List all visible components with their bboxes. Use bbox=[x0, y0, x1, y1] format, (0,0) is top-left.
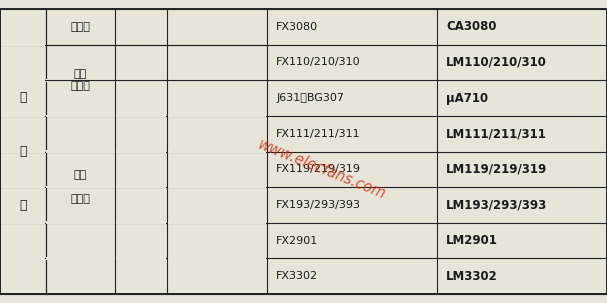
Text: LM111/211/311: LM111/211/311 bbox=[446, 127, 547, 140]
Text: www.elecfans.com: www.elecfans.com bbox=[256, 137, 388, 202]
Bar bbox=[168, 186, 266, 188]
Text: FX3302: FX3302 bbox=[276, 271, 318, 281]
Bar bbox=[46, 79, 115, 82]
Text: FX3080: FX3080 bbox=[276, 22, 318, 32]
Bar bbox=[168, 221, 266, 224]
Bar bbox=[46, 115, 115, 117]
Bar bbox=[168, 79, 266, 82]
Text: LM110/210/310: LM110/210/310 bbox=[446, 56, 547, 69]
Bar bbox=[1, 257, 45, 259]
Text: LM119/219/319: LM119/219/319 bbox=[446, 163, 548, 176]
Bar bbox=[168, 150, 266, 153]
Bar bbox=[1, 150, 45, 153]
Text: μA710: μA710 bbox=[446, 92, 488, 105]
Text: FX193/293/393: FX193/293/393 bbox=[276, 200, 361, 210]
Bar bbox=[116, 115, 166, 117]
Text: LM193/293/393: LM193/293/393 bbox=[446, 198, 548, 211]
Bar bbox=[116, 79, 166, 82]
Text: FX111/211/311: FX111/211/311 bbox=[276, 129, 361, 139]
Text: LM3302: LM3302 bbox=[446, 270, 498, 283]
Bar bbox=[1, 221, 45, 224]
Text: FX110/210/310: FX110/210/310 bbox=[276, 58, 361, 68]
Text: 电压
跟随器: 电压 跟随器 bbox=[70, 69, 90, 91]
Text: 特


殊


型: 特 殊 型 bbox=[19, 91, 27, 212]
Bar bbox=[116, 257, 166, 259]
Bar bbox=[116, 150, 166, 153]
Bar bbox=[1, 186, 45, 188]
Bar bbox=[46, 221, 115, 224]
Bar bbox=[168, 257, 266, 259]
Bar bbox=[1, 43, 45, 46]
Text: FX119/219/319: FX119/219/319 bbox=[276, 164, 361, 174]
Bar bbox=[168, 115, 266, 117]
Bar bbox=[1, 79, 45, 82]
Bar bbox=[116, 186, 166, 188]
Bar bbox=[1, 115, 45, 117]
Bar bbox=[116, 221, 166, 224]
Text: J631，BG307: J631，BG307 bbox=[276, 93, 344, 103]
Text: LM2901: LM2901 bbox=[446, 234, 498, 247]
Text: CA3080: CA3080 bbox=[446, 20, 497, 33]
Text: 电压

比较器: 电压 比较器 bbox=[70, 171, 90, 204]
Text: FX2901: FX2901 bbox=[276, 235, 319, 245]
Bar bbox=[46, 186, 115, 188]
Bar bbox=[46, 257, 115, 259]
Text: 符导型: 符导型 bbox=[70, 22, 90, 32]
Bar bbox=[46, 150, 115, 153]
